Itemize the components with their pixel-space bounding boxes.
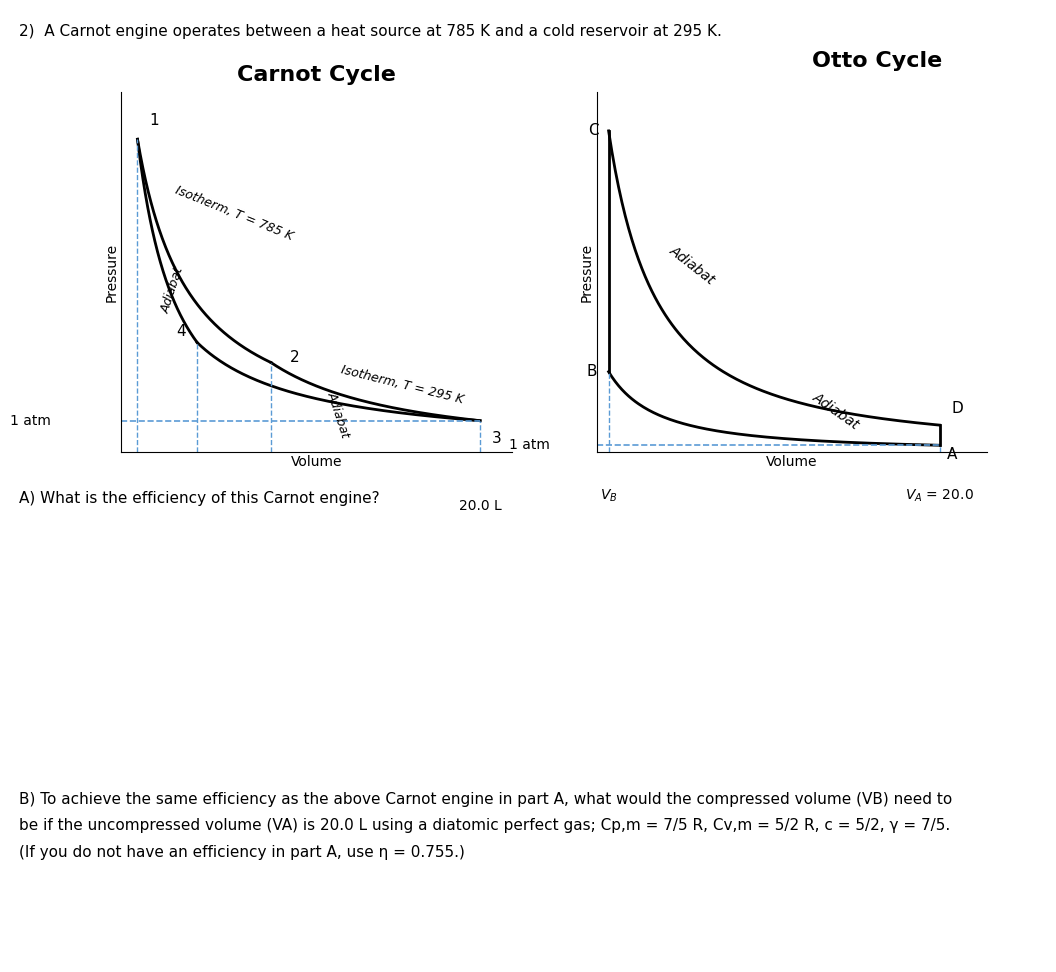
Text: 1: 1 [149, 114, 158, 128]
Text: Isotherm, T = 785 K: Isotherm, T = 785 K [173, 184, 295, 243]
Text: C: C [588, 123, 599, 138]
Text: 4: 4 [176, 325, 186, 339]
Text: A: A [946, 447, 957, 463]
Text: 1 atm: 1 atm [11, 414, 51, 428]
Text: Otto Cycle: Otto Cycle [811, 51, 942, 71]
Text: 20.0 L: 20.0 L [458, 499, 502, 513]
Text: D: D [951, 401, 963, 416]
Text: Isotherm, T = 295 K: Isotherm, T = 295 K [339, 364, 465, 406]
Text: 1 atm: 1 atm [509, 438, 550, 452]
Title: Carnot Cycle: Carnot Cycle [238, 65, 396, 86]
Text: $V_B$: $V_B$ [600, 488, 618, 504]
X-axis label: Volume: Volume [767, 455, 817, 469]
X-axis label: Volume: Volume [291, 455, 342, 469]
Text: A) What is the efficiency of this Carnot engine?: A) What is the efficiency of this Carnot… [19, 491, 380, 505]
Text: B: B [586, 364, 597, 379]
Text: $V_A$ = 20.0: $V_A$ = 20.0 [905, 488, 974, 504]
Y-axis label: Pressure: Pressure [580, 243, 593, 301]
Text: (If you do not have an efficiency in part A, use η = 0.755.): (If you do not have an efficiency in par… [19, 845, 465, 859]
Text: 2)  A Carnot engine operates between a heat source at 785 K and a cold reservoir: 2) A Carnot engine operates between a he… [19, 24, 722, 39]
Text: Adiabat: Adiabat [159, 265, 186, 315]
Text: 3: 3 [492, 432, 502, 446]
Text: 2: 2 [290, 350, 300, 364]
Text: B) To achieve the same efficiency as the above Carnot engine in part A, what wou: B) To achieve the same efficiency as the… [19, 792, 953, 807]
Y-axis label: Pressure: Pressure [105, 243, 118, 301]
Text: be if the uncompressed volume (VA) is 20.0 L using a diatomic perfect gas; Cp,m : be if the uncompressed volume (VA) is 20… [19, 818, 950, 833]
Text: Adiabat: Adiabat [325, 390, 352, 439]
Text: Adiabat: Adiabat [666, 243, 717, 287]
Text: Adiabat: Adiabat [810, 390, 863, 433]
